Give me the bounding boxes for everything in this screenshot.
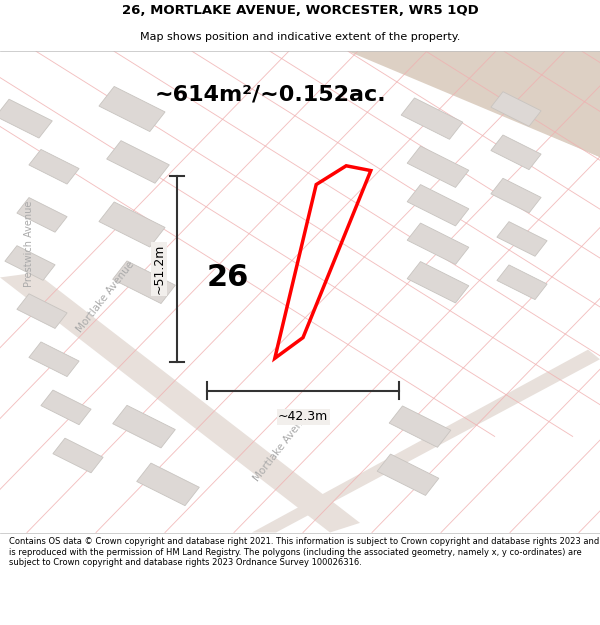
Polygon shape: [0, 99, 52, 138]
Polygon shape: [5, 246, 55, 281]
Text: Map shows position and indicative extent of the property.: Map shows position and indicative extent…: [140, 32, 460, 42]
Polygon shape: [17, 294, 67, 329]
Polygon shape: [113, 261, 175, 304]
Polygon shape: [401, 98, 463, 139]
Polygon shape: [99, 86, 165, 131]
Text: Prestwich Avenue: Prestwich Avenue: [24, 201, 34, 287]
Polygon shape: [17, 198, 67, 232]
Polygon shape: [29, 342, 79, 377]
Polygon shape: [53, 438, 103, 473]
Polygon shape: [407, 184, 469, 226]
Polygon shape: [113, 406, 175, 448]
Polygon shape: [491, 92, 541, 126]
Polygon shape: [41, 390, 91, 425]
Text: 26: 26: [207, 263, 249, 292]
Polygon shape: [491, 135, 541, 169]
Polygon shape: [389, 406, 451, 447]
Text: Contains OS data © Crown copyright and database right 2021. This information is : Contains OS data © Crown copyright and d…: [9, 537, 599, 567]
Polygon shape: [497, 222, 547, 256]
Polygon shape: [137, 463, 199, 506]
Text: ~51.2m: ~51.2m: [152, 244, 166, 294]
Polygon shape: [29, 149, 79, 184]
Polygon shape: [348, 51, 600, 157]
Polygon shape: [491, 178, 541, 213]
Polygon shape: [107, 141, 169, 183]
Text: Mortlake Avenue: Mortlake Avenue: [74, 259, 136, 334]
Text: Mortlake Avenue: Mortlake Avenue: [251, 409, 313, 483]
Polygon shape: [377, 454, 439, 496]
Polygon shape: [407, 262, 469, 303]
Polygon shape: [360, 51, 600, 157]
Text: ~614m²/~0.152ac.: ~614m²/~0.152ac.: [154, 84, 386, 104]
Polygon shape: [407, 223, 469, 264]
Polygon shape: [99, 202, 165, 247]
Polygon shape: [0, 272, 360, 532]
Polygon shape: [407, 146, 469, 188]
Text: ~42.3m: ~42.3m: [278, 411, 328, 424]
Polygon shape: [252, 349, 600, 532]
Text: 26, MORTLAKE AVENUE, WORCESTER, WR5 1QD: 26, MORTLAKE AVENUE, WORCESTER, WR5 1QD: [122, 4, 478, 17]
Polygon shape: [497, 265, 547, 299]
